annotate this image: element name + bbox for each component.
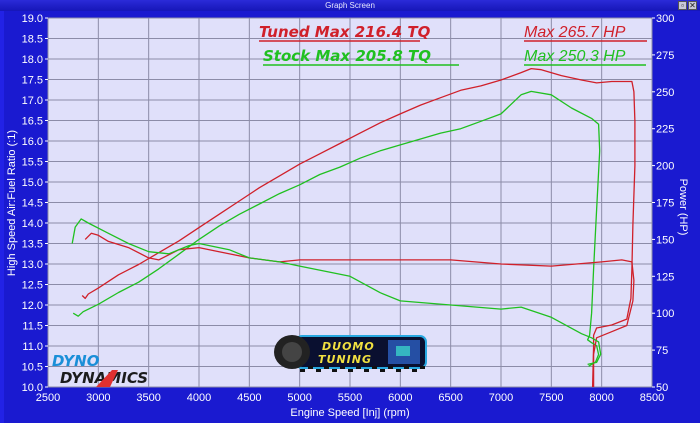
y-tick-label-right: 300	[656, 13, 674, 25]
x-tick-label: 2500	[36, 392, 60, 404]
x-tick-label: 7000	[489, 392, 513, 404]
y-tick-label-left: 11.5	[22, 321, 43, 333]
window-titlebar: Graph Screen ▫ ✕	[0, 0, 700, 11]
y-tick-label-left: 18.0	[22, 54, 43, 66]
y-tick-label-left: 17.0	[22, 95, 43, 107]
x-tick-label: 3500	[136, 392, 160, 404]
y-tick-label-left: 10.0	[22, 382, 43, 394]
x-tick-label: 5000	[287, 392, 311, 404]
y-tick-label-left: 16.0	[22, 136, 43, 148]
curve-stock-afr	[71, 218, 602, 366]
x-axis-label: Engine Speed [Inj] (rpm)	[290, 407, 409, 419]
y-tick-label-right: 175	[656, 198, 674, 210]
y-tick-label-right: 200	[656, 161, 674, 173]
close-button[interactable]: ✕	[688, 1, 697, 10]
y-axis-label-left: High Speed Air:Fuel Ratio (:1)	[6, 130, 18, 276]
y-tick-label-right: 275	[656, 50, 674, 62]
curve-tuned-afr	[84, 232, 635, 387]
curve-stock-power-hp-	[72, 90, 601, 367]
y-tick-label-right: 125	[656, 271, 674, 283]
y-tick-label-left: 14.0	[22, 218, 43, 230]
duomo-tuning-logo: DUOMO TUNING	[274, 335, 427, 372]
y-tick-label-left: 12.5	[22, 280, 43, 292]
y-tick-label-left: 17.5	[22, 75, 43, 87]
tuned-hp-annotation: Max 265.7 HP	[524, 24, 626, 41]
y-tick-label-left: 11.0	[22, 341, 43, 353]
y-tick-label-right: 75	[656, 345, 668, 357]
x-tick-label: 6000	[388, 392, 412, 404]
y-tick-label-left: 15.0	[22, 177, 43, 189]
y-tick-label-right: 250	[656, 87, 674, 99]
y-tick-label-left: 13.0	[22, 259, 43, 271]
y-tick-label-right: 100	[656, 308, 674, 320]
y-tick-label-left: 18.5	[22, 34, 43, 46]
dynodynamics-logo: DYNO DYNAMICS	[52, 352, 148, 387]
y-tick-label-right: 225	[656, 124, 674, 136]
y-tick-label-right: 50	[656, 382, 668, 394]
y-tick-label-left: 19.0	[22, 13, 43, 25]
svg-text:TUNING: TUNING	[318, 353, 372, 366]
y-tick-label-left: 14.5	[22, 198, 43, 210]
restore-button[interactable]: ▫	[678, 1, 687, 10]
y-tick-label-left: 12.0	[22, 300, 43, 312]
stock-torque-annotation: Stock Max 205.8 TQ	[263, 47, 431, 65]
chart-curves	[71, 67, 636, 388]
window-title: Graph Screen	[325, 1, 375, 10]
x-tick-label: 8000	[589, 392, 613, 404]
x-tick-label: 4500	[237, 392, 261, 404]
x-tick-label: 3000	[86, 392, 110, 404]
axis-ticks: 2500 3000 3500 4000 4500 5000 5500 6000 6500 7000…	[22, 13, 675, 404]
y-tick-label-right: 150	[656, 234, 674, 246]
x-tick-label: 6500	[438, 392, 462, 404]
y-tick-label-left: 15.5	[22, 157, 43, 169]
svg-text:DUOMO: DUOMO	[322, 340, 375, 353]
x-tick-label: 5500	[338, 392, 362, 404]
y-tick-label-left: 10.5	[22, 362, 43, 374]
x-tick-label: 7500	[539, 392, 563, 404]
y-tick-label-left: 16.5	[22, 116, 43, 128]
y-axis-label-right: Power (HP)	[677, 179, 689, 236]
svg-text:DYNO: DYNO	[52, 352, 100, 370]
x-tick-label: 8500	[640, 392, 664, 404]
svg-text:DYNAMICS: DYNAMICS	[60, 369, 148, 387]
x-tick-label: 4000	[187, 392, 211, 404]
stock-hp-annotation: Max 250.3 HP	[524, 48, 626, 65]
y-tick-label-left: 13.5	[22, 239, 43, 251]
tuned-torque-annotation: Tuned Max 216.4 TQ	[259, 23, 431, 41]
